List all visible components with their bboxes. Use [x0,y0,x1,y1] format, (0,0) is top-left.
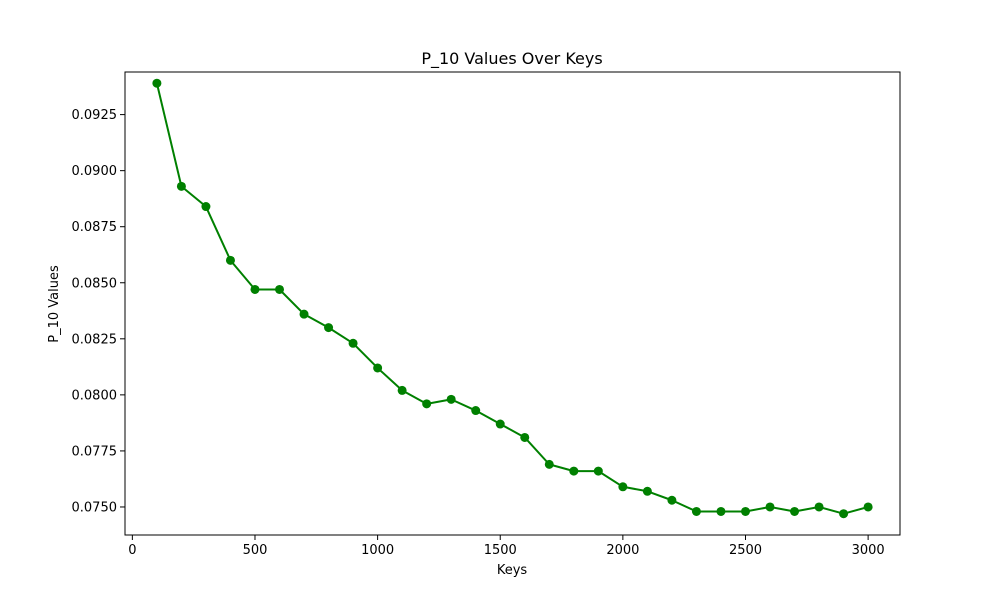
data-point [863,502,873,512]
data-point [495,419,505,429]
data-point [765,502,775,512]
chart-title: P_10 Values Over Keys [421,49,602,69]
x-tick-label: 500 [243,543,268,558]
x-tick-label: 0 [128,543,136,558]
data-point [446,394,456,404]
y-tick-label: 0.0800 [72,388,118,403]
data-point [814,502,824,512]
data-point [348,338,358,348]
data-point [667,495,677,505]
data-point [790,506,800,516]
data-point [275,284,285,294]
data-point [299,309,309,319]
data-point [642,486,652,496]
data-point [225,255,235,265]
data-point [152,78,162,88]
data-point [471,406,481,416]
data-point [422,399,432,409]
data-point [593,466,603,476]
data-point [544,459,554,469]
data-point [569,466,579,476]
plot-frame [124,71,901,536]
x-axis-label: Keys [497,563,528,578]
y-tick-label: 0.0775 [72,444,118,459]
data-point [740,506,750,516]
data-point [373,363,383,373]
y-tick-label: 0.0825 [72,332,118,347]
y-axis-label: P_10 Values [47,265,62,343]
data-point [250,284,260,294]
x-tick-label: 1000 [361,543,394,558]
x-tick-label: 3000 [852,543,885,558]
data-point [839,509,849,519]
x-tick-label: 1500 [484,543,517,558]
y-tick-label: 0.0900 [72,164,118,179]
data-point [176,181,186,191]
data-point [716,506,726,516]
plot-area: 0 500 1000 1500 2000 2500 3000 0.0750 0.0775 0.08… [72,71,901,558]
data-point [201,202,211,212]
data-point [691,506,701,516]
x-tick-label: 2500 [729,543,762,558]
y-tick-label: 0.0875 [72,220,118,235]
y-tick-label: 0.0850 [72,276,118,291]
y-tick-label: 0.0750 [72,500,118,515]
data-point [618,482,628,492]
data-point [324,323,334,333]
x-tick-label: 2000 [606,543,639,558]
data-point [520,432,530,442]
y-tick-label: 0.0925 [72,108,118,123]
data-point [397,385,407,395]
